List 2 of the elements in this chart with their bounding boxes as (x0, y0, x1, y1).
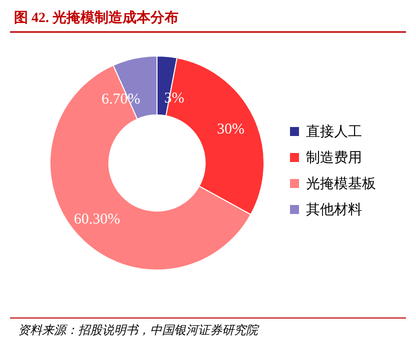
title: 图 42. 光掩模制造成本分布 (14, 11, 178, 26)
annotation: 资料来源：招股说明书，中国银河证券研究院 (18, 323, 258, 337)
